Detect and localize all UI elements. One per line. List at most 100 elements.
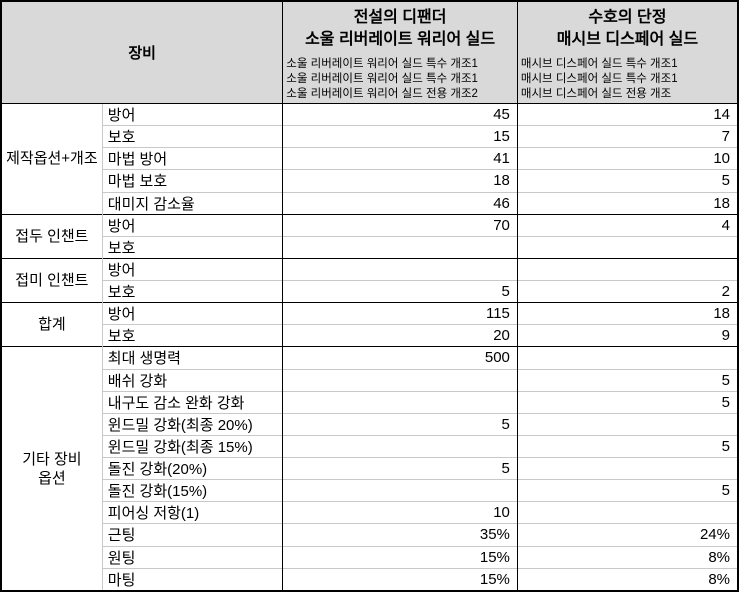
table-row: 접두 인챈트 방어 70 4 — [1, 213, 738, 259]
row-label-cell[interactable]: 배쉬 강화 — [101, 368, 283, 392]
shield1-mod-3: 소울 리버레이트 워리어 실드 전용 개조2 — [286, 88, 478, 100]
shield2-value-cell[interactable] — [516, 501, 738, 524]
row-label-cell[interactable]: 방어 — [101, 257, 283, 281]
table-row: 마팅 15% 8% — [1, 567, 738, 591]
shield1-mod-list: 소울 리버레이트 워리어 실드 특수 개조1 소울 리버레이트 워리어 실드 특… — [284, 57, 517, 102]
row-label-cell[interactable]: 보호 — [101, 125, 283, 148]
shield1-value-cell[interactable]: 46 — [282, 191, 518, 215]
shield2-value-cell[interactable]: 5 — [516, 169, 738, 192]
shield2-value-cell[interactable]: 10 — [516, 147, 738, 170]
shield1-value-cell[interactable]: 18 — [282, 169, 518, 192]
table-row: 보호 20 9 — [1, 324, 738, 347]
table-header-row: 장비 전설의 디팬더 소울 리버레이트 워리어 실드 소울 리버레이트 워리어 … — [1, 1, 738, 104]
row-label-cell[interactable]: 돌진 강화(15%) — [101, 479, 283, 502]
shield1-value-cell[interactable]: 20 — [282, 324, 518, 347]
table-row: 돌진 강화(15%) 5 — [1, 479, 738, 502]
shield2-value-cell[interactable]: 5 — [516, 390, 738, 414]
table-row: 보호 15 7 — [1, 125, 738, 148]
shield1-value-cell[interactable]: 5 — [282, 279, 518, 303]
row-label-cell[interactable]: 대미지 감소율 — [101, 191, 283, 215]
table-row: 접미 인챈트 방어 — [1, 257, 738, 303]
shield1-value-cell[interactable] — [282, 257, 518, 281]
row-label-cell[interactable]: 보호 — [101, 279, 283, 303]
shield2-value-cell[interactable]: 9 — [516, 324, 738, 347]
shield2-value-cell[interactable]: 5 — [516, 368, 738, 392]
shield2-value-cell[interactable]: 5 — [516, 434, 738, 458]
shield1-header-cell[interactable]: 전설의 디팬더 소울 리버레이트 워리어 실드 소울 리버레이트 워리어 실드 … — [282, 1, 518, 104]
row-label-cell[interactable]: 마팅 — [101, 567, 283, 591]
shield2-value-cell[interactable] — [516, 456, 738, 480]
row-label-cell[interactable]: 마법 방어 — [101, 147, 283, 170]
table-row: 피어싱 저항(1) 10 — [1, 501, 738, 524]
row-label-cell[interactable]: 방어 — [101, 302, 283, 325]
row-label-cell[interactable]: 윈드밀 강화(최종 15%) — [101, 434, 283, 458]
shield1-value-cell[interactable] — [282, 479, 518, 502]
table-row: 윈드밀 강화(최종 15%) 5 — [1, 434, 738, 458]
shield2-value-cell[interactable] — [516, 346, 738, 369]
section-label-crafting[interactable]: 제작옵션+개조 — [1, 103, 103, 215]
row-label-cell[interactable]: 원팅 — [101, 545, 283, 569]
shield2-value-cell[interactable]: 8% — [516, 545, 738, 569]
row-label-cell[interactable]: 방어 — [101, 102, 283, 126]
shield1-value-cell[interactable]: 10 — [282, 501, 518, 524]
row-label-cell[interactable]: 윈드밀 강화(최종 20%) — [101, 412, 283, 436]
shield2-value-cell[interactable]: 8% — [516, 567, 738, 591]
row-label-cell[interactable]: 방어 — [101, 213, 283, 237]
row-label-cell[interactable]: 마법 보호 — [101, 169, 283, 192]
shield2-value-cell[interactable] — [516, 235, 738, 259]
shield2-value-cell[interactable]: 18 — [516, 302, 738, 325]
table-row: 배쉬 강화 5 — [1, 368, 738, 392]
shield2-value-cell[interactable] — [516, 412, 738, 436]
shield1-value-cell[interactable] — [282, 390, 518, 414]
shield1-value-cell[interactable] — [282, 434, 518, 458]
shield1-value-cell[interactable]: 15 — [282, 125, 518, 148]
shield1-value-cell[interactable]: 5 — [282, 456, 518, 480]
shield2-value-cell[interactable]: 7 — [516, 125, 738, 148]
table-row: 대미지 감소율 46 18 — [1, 191, 738, 215]
shield2-value-cell[interactable]: 14 — [516, 102, 738, 126]
shield2-title: 수호의 단정 — [588, 9, 667, 26]
table-row: 원팅 15% 8% — [1, 545, 738, 569]
row-label-cell[interactable]: 최대 생명력 — [101, 346, 283, 369]
shield2-value-cell[interactable] — [516, 257, 738, 281]
shield1-title: 전설의 디팬더 — [353, 9, 447, 26]
table-row: 합계 방어 115 18 — [1, 302, 738, 347]
section-label-other-options[interactable]: 기타 장비 옵션 — [1, 346, 103, 591]
shield2-value-cell[interactable]: 2 — [516, 279, 738, 303]
shield1-value-cell[interactable]: 35% — [282, 523, 518, 546]
equipment-header-cell[interactable]: 장비 — [1, 1, 283, 104]
shield2-value-cell[interactable]: 24% — [516, 523, 738, 546]
row-label-cell[interactable]: 내구도 감소 완화 강화 — [101, 390, 283, 414]
row-label-cell[interactable]: 돌진 강화(20%) — [101, 456, 283, 480]
section-label-total[interactable]: 합계 — [1, 302, 103, 347]
section-label-suffix-enchant[interactable]: 접미 인챈트 — [1, 257, 103, 303]
shield1-value-cell[interactable]: 70 — [282, 213, 518, 237]
shield1-value-cell[interactable]: 15% — [282, 567, 518, 591]
shield1-value-cell[interactable]: 41 — [282, 147, 518, 170]
shield1-value-cell[interactable]: 115 — [282, 302, 518, 325]
shield2-value-cell[interactable]: 4 — [516, 213, 738, 237]
shield1-name: 소울 리버레이트 워리어 실드 — [305, 31, 496, 48]
table-row: 마법 보호 18 5 — [1, 169, 738, 192]
row-label-cell[interactable]: 근팅 — [101, 523, 283, 546]
table-row: 돌진 강화(20%) 5 — [1, 456, 738, 480]
shield1-value-cell[interactable] — [282, 368, 518, 392]
row-label-cell[interactable]: 보호 — [101, 235, 283, 259]
row-label-cell[interactable]: 보호 — [101, 324, 283, 347]
table-row: 기타 장비 옵션 최대 생명력 500 — [1, 346, 738, 591]
shield1-value-cell[interactable]: 5 — [282, 412, 518, 436]
table-row: 근팅 35% 24% — [1, 523, 738, 546]
row-label-cell[interactable]: 피어싱 저항(1) — [101, 501, 283, 524]
table-row: 윈드밀 강화(최종 20%) 5 — [1, 412, 738, 436]
shield1-value-cell[interactable]: 45 — [282, 102, 518, 126]
shield2-value-cell[interactable]: 18 — [516, 191, 738, 215]
shield2-header-cell[interactable]: 수호의 단정 매시브 디스페어 실드 매시브 디스페어 실드 특수 개조1 매시… — [516, 1, 738, 104]
shield1-value-cell[interactable]: 500 — [282, 346, 518, 369]
section-label-prefix-enchant[interactable]: 접두 인챈트 — [1, 213, 103, 259]
shield2-value-cell[interactable]: 5 — [516, 479, 738, 502]
shield1-value-cell[interactable]: 15% — [282, 545, 518, 569]
table-row: 제작옵션+개조 방어 45 14 — [1, 102, 738, 215]
table-row: 보호 5 2 — [1, 279, 738, 303]
shield1-value-cell[interactable] — [282, 235, 518, 259]
